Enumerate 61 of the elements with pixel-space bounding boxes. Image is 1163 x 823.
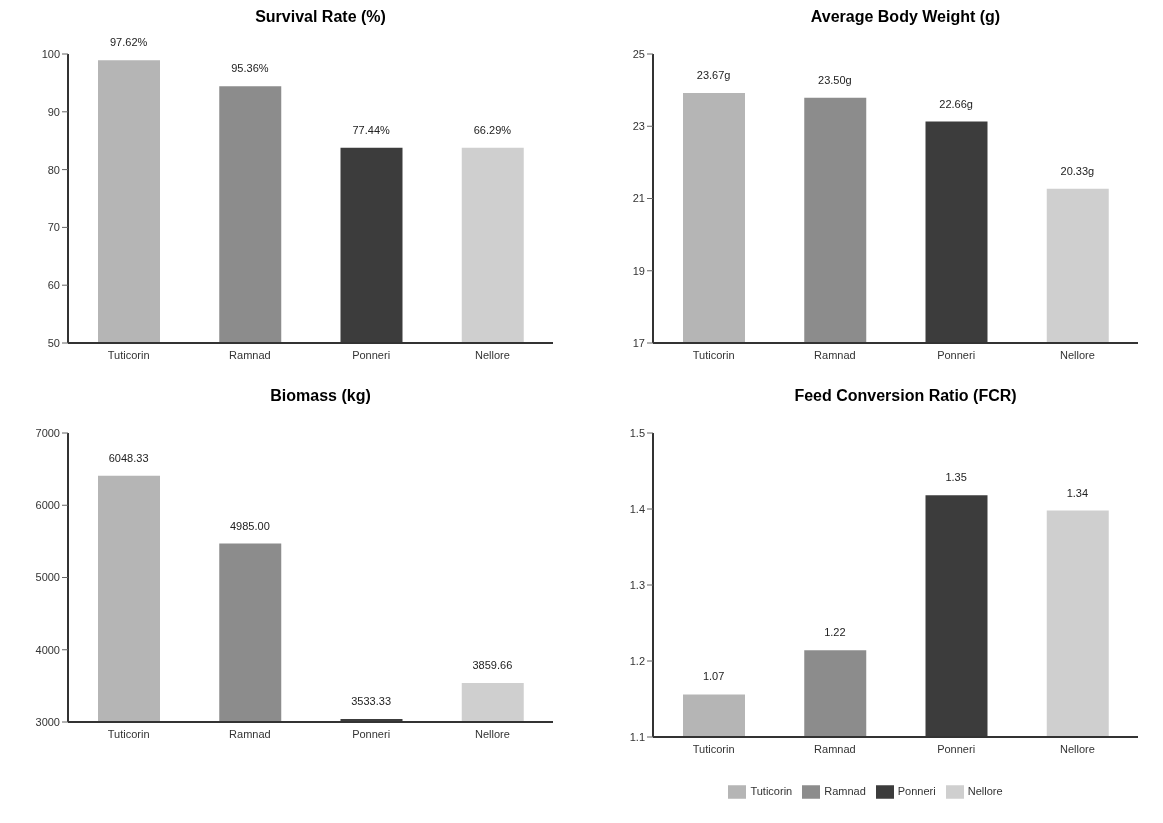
x-tick-label: Ramnad bbox=[229, 727, 271, 740]
legend-label: Nellore bbox=[967, 784, 1003, 797]
annotation: 22.66g bbox=[939, 97, 973, 110]
annotation: 1.07 bbox=[702, 670, 725, 683]
x-tick-label: Ramnad bbox=[229, 348, 271, 361]
chart-title: Average Body Weight (g) bbox=[809, 8, 1002, 27]
y-tick-label: 17 bbox=[632, 336, 645, 349]
annotation: 95.36% bbox=[231, 62, 269, 75]
annotation: 23.67g bbox=[696, 69, 731, 82]
x-tick-label: Ponneri bbox=[937, 348, 976, 361]
x-tick-label: Ponneri bbox=[937, 742, 976, 755]
annotation: 4985.00 bbox=[229, 519, 270, 532]
y-tick-label: 70 bbox=[47, 221, 60, 234]
x-tick-label: Ponneri bbox=[352, 348, 391, 361]
annotation: 6048.33 bbox=[108, 451, 149, 464]
x-tick-label: Nellore bbox=[474, 727, 510, 740]
y-tick-label: 50 bbox=[47, 336, 60, 349]
y-tick-label: 7000 bbox=[35, 426, 60, 439]
legend-label: Ponneri bbox=[897, 784, 936, 797]
legend-label: Tuticorin bbox=[750, 784, 793, 797]
y-tick-label: 100 bbox=[41, 47, 60, 60]
y-tick-label: 1.4 bbox=[629, 502, 645, 515]
x-tick-label: Nellore bbox=[474, 348, 510, 361]
annotation: 3533.33 bbox=[351, 695, 392, 708]
legend-label: Ramnad bbox=[824, 784, 866, 797]
annotation: 77.44% bbox=[352, 123, 390, 136]
y-tick-label: 1.2 bbox=[629, 654, 645, 667]
annotation: 1.22 bbox=[824, 626, 846, 639]
x-tick-label: Nellore bbox=[1059, 348, 1095, 361]
annotation: 3859.66 bbox=[472, 658, 513, 671]
annotation: 20.33g bbox=[1060, 164, 1095, 177]
annotation: 1.34 bbox=[1066, 486, 1089, 499]
x-tick-label: Tuticorin bbox=[692, 742, 735, 755]
x-tick-label: Ramnad bbox=[814, 742, 856, 755]
y-tick-label: 1.3 bbox=[629, 578, 645, 591]
chart-title: Feed Conversion Ratio (FCR) bbox=[793, 387, 1018, 406]
y-tick-label: 23 bbox=[632, 120, 645, 133]
y-tick-label: 90 bbox=[47, 105, 60, 118]
chart-title: Survival Rate (%) bbox=[254, 8, 387, 27]
y-tick-label: 1.1 bbox=[629, 730, 645, 743]
annotation: 23.50g bbox=[818, 73, 852, 86]
y-tick-label: 25 bbox=[632, 47, 645, 60]
y-tick-label: 1.5 bbox=[629, 426, 645, 439]
x-tick-label: Tuticorin bbox=[107, 727, 150, 740]
annotation: 1.35 bbox=[945, 471, 967, 484]
chart-title: Biomass (kg) bbox=[269, 387, 372, 406]
y-tick-label: 60 bbox=[47, 279, 60, 292]
x-tick-label: Ramnad bbox=[814, 348, 856, 361]
x-tick-label: Ponneri bbox=[352, 727, 391, 740]
y-tick-label: 4000 bbox=[35, 643, 60, 656]
annotation: 66.29% bbox=[473, 123, 512, 136]
y-tick-label: 21 bbox=[632, 192, 645, 205]
y-tick-label: 5000 bbox=[35, 571, 60, 584]
x-tick-label: Tuticorin bbox=[107, 348, 150, 361]
y-tick-label: 6000 bbox=[35, 499, 60, 512]
text: 97.62% bbox=[109, 36, 148, 49]
y-tick-label: 19 bbox=[632, 264, 645, 277]
x-tick-label: Tuticorin bbox=[692, 348, 735, 361]
x-tick-label: Nellore bbox=[1059, 742, 1095, 755]
y-tick-label: 3000 bbox=[35, 715, 60, 728]
y-tick-label: 80 bbox=[47, 163, 60, 176]
